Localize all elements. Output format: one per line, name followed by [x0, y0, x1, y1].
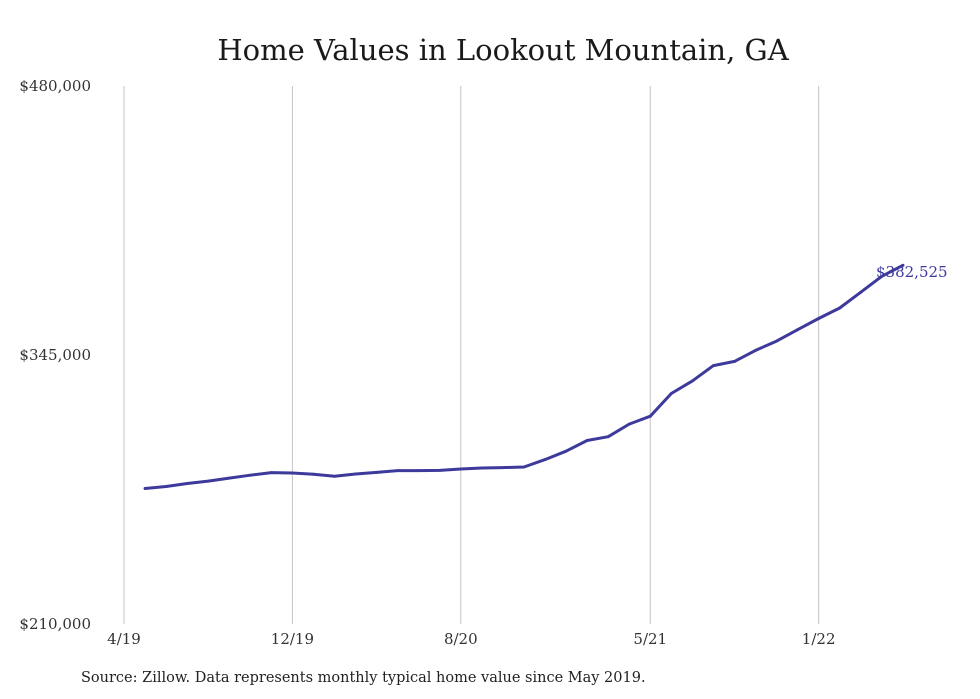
data-point — [270, 471, 273, 474]
y-tick-label: $210,000 — [19, 615, 91, 633]
data-point — [312, 472, 315, 476]
axis-layer: 4/19 12/19 8/20 5/21 1/22 $210,000 $345,000 $48… — [19, 77, 835, 648]
data-point — [733, 360, 736, 363]
series-layer — [143, 263, 905, 490]
data-point — [291, 471, 294, 475]
source-note: Source: Zillow. Data represents monthly … — [81, 670, 646, 686]
grid-layer — [123, 86, 820, 624]
data-point — [817, 317, 820, 320]
data-point — [522, 465, 526, 469]
data-point — [185, 482, 189, 485]
data-point — [564, 449, 568, 453]
data-point — [417, 469, 421, 472]
data-point — [775, 339, 778, 343]
x-tick-label: 8/20 — [444, 630, 478, 648]
data-point — [543, 458, 547, 461]
data-point — [859, 290, 863, 294]
y-tick-label: $480,000 — [19, 77, 91, 95]
data-point — [396, 469, 400, 472]
data-point — [354, 472, 357, 476]
series-line — [143, 263, 905, 490]
x-tick-label: 1/22 — [802, 630, 836, 648]
x-tick-label: 5/21 — [633, 630, 667, 648]
data-point — [227, 476, 231, 480]
data-point — [375, 471, 378, 474]
data-point — [164, 485, 168, 488]
data-point — [501, 466, 505, 469]
data-point — [627, 422, 631, 426]
data-point — [438, 469, 442, 472]
data-point — [333, 474, 336, 478]
data-point — [901, 263, 905, 267]
x-tick-label: 4/19 — [107, 630, 141, 648]
data-point — [648, 414, 652, 418]
data-point — [880, 274, 884, 278]
data-point — [459, 467, 463, 471]
data-point — [606, 435, 610, 439]
x-tick-label: 12/19 — [271, 630, 314, 648]
data-point — [248, 473, 252, 477]
data-point — [838, 306, 842, 310]
data-point — [585, 439, 589, 442]
data-point — [712, 364, 715, 367]
y-tick-label: $345,000 — [19, 346, 91, 364]
end-value-label: $382,525 — [876, 263, 948, 281]
chart-title: Home Values in Lookout Mountain, GA — [217, 33, 789, 67]
data-point — [754, 349, 757, 352]
data-point — [143, 487, 147, 490]
data-point — [480, 466, 484, 470]
data-point — [691, 379, 694, 383]
data-point — [206, 479, 210, 483]
data-point — [669, 392, 673, 395]
data-point — [796, 328, 799, 332]
